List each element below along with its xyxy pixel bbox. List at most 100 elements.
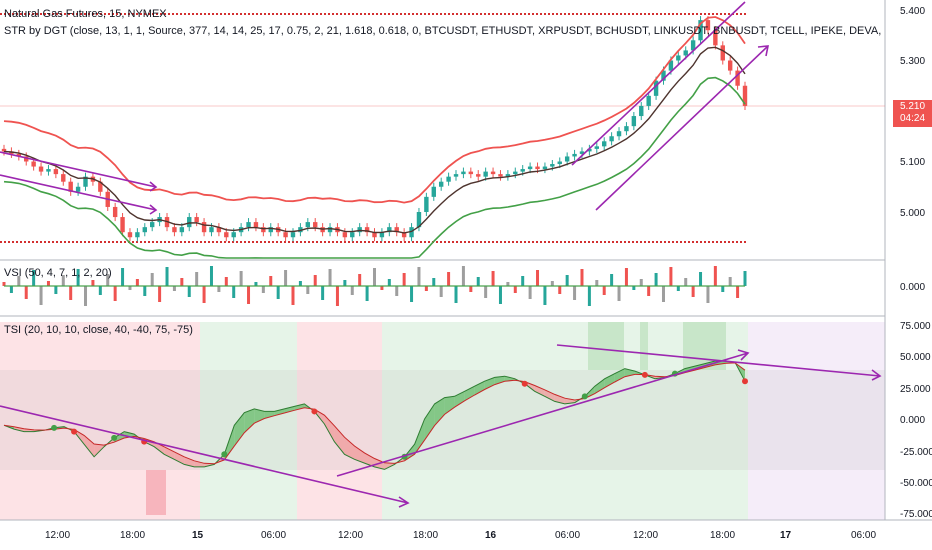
- candle-body: [68, 181, 73, 192]
- candle-body: [401, 232, 407, 238]
- candle-body: [653, 80, 659, 96]
- vsi-bar: [380, 286, 384, 290]
- vsi-bar: [610, 274, 614, 286]
- price-tick: 5.400: [900, 6, 925, 17]
- vsi-bar: [343, 280, 347, 286]
- tsi-fill-segment: [174, 451, 185, 465]
- vsi-bar: [743, 271, 747, 286]
- candle-body: [283, 232, 288, 238]
- vsi-bar: [432, 278, 436, 286]
- str-study-legend[interactable]: STR by DGT (close, 13, 1, 1, Source, 377…: [4, 25, 884, 37]
- candle-body: [379, 232, 385, 238]
- candle-body: [461, 171, 466, 175]
- candle-body: [527, 166, 533, 170]
- vsi-bar: [39, 286, 43, 305]
- tsi-pane-title[interactable]: TSI (20, 10, 10, close, 40, -40, 75, -75…: [4, 324, 193, 336]
- tsi-fill-segment: [284, 406, 295, 413]
- vsi-bar: [2, 282, 6, 286]
- vsi-bar: [617, 286, 621, 301]
- trendline[interactable]: [0, 174, 157, 211]
- channel-lower-line[interactable]: [595, 45, 769, 211]
- tsi-fill-segment: [274, 408, 285, 416]
- candle-body: [201, 222, 207, 233]
- vsi-bar: [595, 280, 599, 286]
- vsi-bar: [165, 267, 169, 286]
- main-pane-title[interactable]: Natural Gas Futures, 15, NYMEX: [4, 8, 167, 20]
- candle-body: [120, 217, 125, 233]
- time-tick: 06:00: [851, 530, 876, 541]
- vsi-histogram-group: [2, 266, 747, 306]
- tsi-fill-segment: [324, 415, 335, 442]
- candle-body: [490, 171, 496, 175]
- vsi-bar: [669, 267, 673, 286]
- candle-body: [216, 227, 222, 233]
- candle-body: [505, 174, 511, 177]
- tsi-fill-segment: [604, 373, 615, 388]
- candle-body: [142, 227, 147, 233]
- candle-body: [705, 20, 711, 31]
- vsi-bar: [84, 286, 88, 306]
- candle-body: [416, 212, 422, 228]
- price-axis[interactable]: 5.400 5.300 5.100 5.000 0.000 75.000 50.…: [900, 6, 932, 520]
- candle-body: [75, 186, 81, 192]
- tsi-trendline[interactable]: [336, 352, 749, 477]
- tsi-fill-segment: [424, 403, 435, 441]
- vsi-bar: [239, 271, 243, 286]
- tsi-trendline[interactable]: [556, 344, 881, 377]
- trendline-arrowhead: [398, 496, 410, 508]
- vsi-bar: [713, 266, 717, 286]
- tsi-fill-segment: [474, 381, 485, 395]
- vsi-bar: [521, 276, 525, 286]
- vsi-bar: [395, 286, 399, 296]
- tsi-fill-segment: [14, 426, 25, 432]
- vsi-bar: [484, 286, 488, 298]
- vsi-pane-title[interactable]: VSI (50, 4, 7, 1, 2, 20): [4, 267, 112, 279]
- candle-body: [38, 166, 44, 172]
- candle-body: [438, 181, 444, 187]
- vsi-bar: [536, 270, 540, 286]
- vsi-bar: [313, 275, 317, 286]
- tsi-cross-dot: [521, 380, 528, 387]
- vsi-bar: [135, 279, 139, 286]
- tsi-tick: 50.000: [900, 352, 931, 363]
- trendline-arrowhead: [149, 181, 158, 192]
- vsi-bar: [61, 275, 65, 286]
- vsi-bar: [447, 272, 451, 286]
- vsi-bar: [69, 286, 73, 300]
- candle-body: [387, 227, 392, 233]
- tsi-fill-segment: [414, 419, 425, 455]
- candle-body: [602, 141, 607, 147]
- time-tick: 12:00: [338, 530, 363, 541]
- candle-body: [268, 227, 273, 233]
- vsi-bar: [335, 286, 339, 306]
- tsi-cross-dot: [51, 424, 58, 431]
- tsi-fill-segment: [444, 396, 455, 415]
- tsi-fill-segment: [244, 408, 255, 433]
- vsi-bar: [506, 282, 510, 286]
- tsi-tick: -75.000: [900, 509, 932, 520]
- time-tick-day: 17: [780, 530, 792, 541]
- vsi-bar: [365, 286, 369, 301]
- trendline-drawings[interactable]: [0, 1, 882, 508]
- candle-body: [713, 30, 718, 46]
- vsi-bar: [350, 286, 354, 295]
- time-axis[interactable]: 12:00 18:00 15 06:00 12:00 18:00 16 06:0…: [45, 530, 876, 541]
- candle-body: [357, 227, 362, 233]
- vsi-bar: [128, 286, 132, 290]
- vsi-bar: [587, 286, 591, 306]
- last-price-value: 5.210: [899, 101, 926, 112]
- candle-body: [720, 45, 725, 61]
- vsi-bar: [358, 274, 362, 286]
- vsi-bar: [439, 286, 443, 297]
- time-tick: 18:00: [413, 530, 438, 541]
- vsi-bar: [284, 270, 288, 286]
- trendline[interactable]: [0, 151, 157, 188]
- vsi-bar: [202, 286, 206, 303]
- vsi-bar: [721, 286, 725, 292]
- channel-upper-line[interactable]: [571, 1, 746, 166]
- vsi-bar: [402, 273, 406, 286]
- tsi-trendline[interactable]: [0, 405, 409, 504]
- candle-body: [127, 232, 133, 238]
- tsi-line: [3, 360, 746, 470]
